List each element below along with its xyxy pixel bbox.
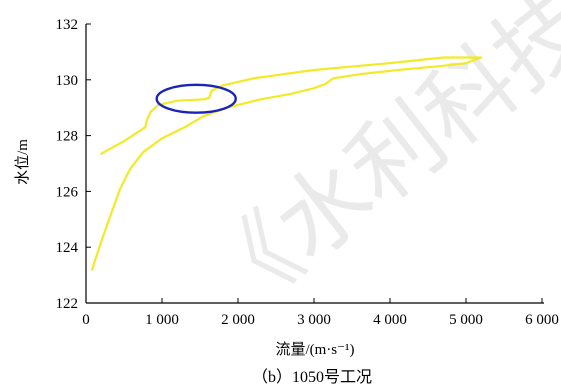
y-axis-title: 水位/m (14, 139, 31, 185)
annotation-layer (155, 83, 237, 114)
y-tick-label: 128 (56, 129, 79, 145)
highlight-ellipse (155, 83, 237, 114)
axes: 0 1 000 2 000 3 000 4 000 5 000 6 000 122 124 126… (56, 17, 559, 328)
x-tick-label: 5 000 (449, 312, 483, 328)
y-tick-label: 130 (56, 73, 79, 89)
x-tick-label: 0 (82, 312, 90, 328)
x-tick-label: 1 000 (145, 312, 179, 328)
watermark-text: 《水利科技（中英文 (183, 0, 561, 337)
y-tick-label: 124 (56, 240, 79, 256)
series-layer (91, 56, 483, 271)
y-tick-label: 126 (56, 184, 79, 200)
x-tick-label: 2 000 (221, 312, 255, 328)
x-tick-label: 4 000 (373, 312, 407, 328)
figure-caption: （b）1050号工况 (252, 368, 372, 386)
y-tick-label: 122 (56, 296, 79, 312)
y-tick-label: 132 (56, 17, 79, 33)
x-tick-label: 3 000 (297, 312, 331, 328)
watermark: 《水利科技（中英文 (183, 0, 561, 337)
series-line-1 (91, 56, 483, 271)
x-tick-label: 6 000 (525, 312, 559, 328)
x-axis-title: 流量/(m·s⁻¹) (275, 341, 354, 358)
